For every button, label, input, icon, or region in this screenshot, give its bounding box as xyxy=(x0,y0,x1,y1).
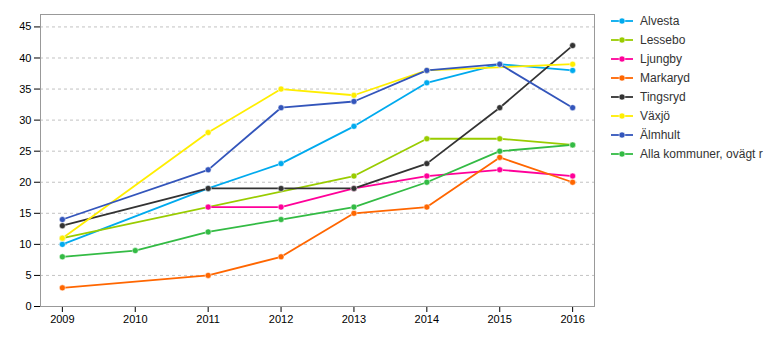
svg-text:20: 20 xyxy=(19,176,31,188)
html-text:Alvesta: Alvesta xyxy=(640,14,680,28)
html-text:Alla kommuner, ovägt r: Alla kommuner, ovägt r xyxy=(640,147,763,161)
svg-text:2010: 2010 xyxy=(123,313,147,325)
svg-text:15: 15 xyxy=(19,207,31,219)
svg-text:5: 5 xyxy=(25,269,31,281)
svg-text:2016: 2016 xyxy=(560,313,584,325)
html-text:Markaryd: Markaryd xyxy=(640,71,690,85)
svg-text:2012: 2012 xyxy=(269,313,293,325)
svg-text:2011: 2011 xyxy=(196,313,220,325)
html-text:Växjö: Växjö xyxy=(640,109,670,123)
html-text:Älmhult: Älmhult xyxy=(640,128,680,142)
html-text:Tingsryd: Tingsryd xyxy=(640,90,686,104)
svg-text:2009: 2009 xyxy=(50,313,74,325)
html-text:Ljungby: Ljungby xyxy=(640,52,682,66)
svg-text:2015: 2015 xyxy=(487,313,511,325)
svg-text:40: 40 xyxy=(19,52,31,64)
svg-text:45: 45 xyxy=(19,20,31,32)
svg-text:10: 10 xyxy=(19,238,31,250)
html-text:Lessebo: Lessebo xyxy=(640,33,686,47)
svg-text:2014: 2014 xyxy=(415,313,439,325)
svg-text:0: 0 xyxy=(25,300,31,312)
svg-text:2013: 2013 xyxy=(342,313,366,325)
svg-text:30: 30 xyxy=(19,114,31,126)
svg-text:25: 25 xyxy=(19,145,31,157)
svg-text:35: 35 xyxy=(19,83,31,95)
